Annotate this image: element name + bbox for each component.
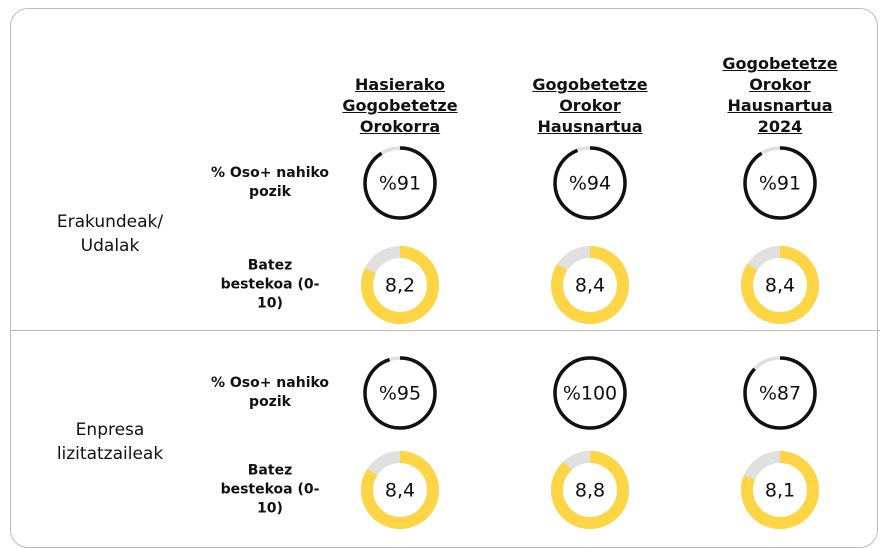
column-header: Hasierako Gogobetetze Orokorra [342,75,458,136]
ring-value [363,356,437,430]
value-label: %94 [569,173,611,195]
value-label: %95 [379,383,421,405]
value-label: %91 [379,173,421,195]
ring-value [551,246,629,324]
column-header: Gogobetetze Orokor Hausnartua 2024 [722,54,838,136]
ring-value [743,356,817,430]
ring-value [743,146,817,220]
value-label: 8,4 [765,275,795,297]
ring-value [741,451,819,529]
value-label: %100 [563,383,617,405]
row-label: Batez bestekoa (0-10) [220,462,320,517]
ring-value [361,451,439,529]
ring-value [741,246,819,324]
ring-value [551,451,629,529]
column-header: Gogobetetze Orokor Hausnartua [532,75,648,136]
divider [10,330,880,331]
ring-value [553,356,627,430]
ring-value [553,146,627,220]
group-label: Erakundeak/ Udalak [56,212,164,256]
value-label: 8,4 [385,480,415,502]
row-label: % Oso+ nahiko pozik [210,165,330,200]
ring-value [361,246,439,324]
row-label: Batez bestekoa (0-10) [220,257,320,312]
value-label: 8,4 [575,275,605,297]
ring-value [363,146,437,220]
value-label: %91 [759,173,801,195]
value-label: 8,8 [575,480,605,502]
value-label: 8,2 [385,275,415,297]
group-label: Enpresa lizitatzaileak [56,419,164,464]
row-label: % Oso+ nahiko pozik [210,375,330,410]
value-label: 8,1 [765,480,795,502]
value-label: %87 [759,383,801,405]
